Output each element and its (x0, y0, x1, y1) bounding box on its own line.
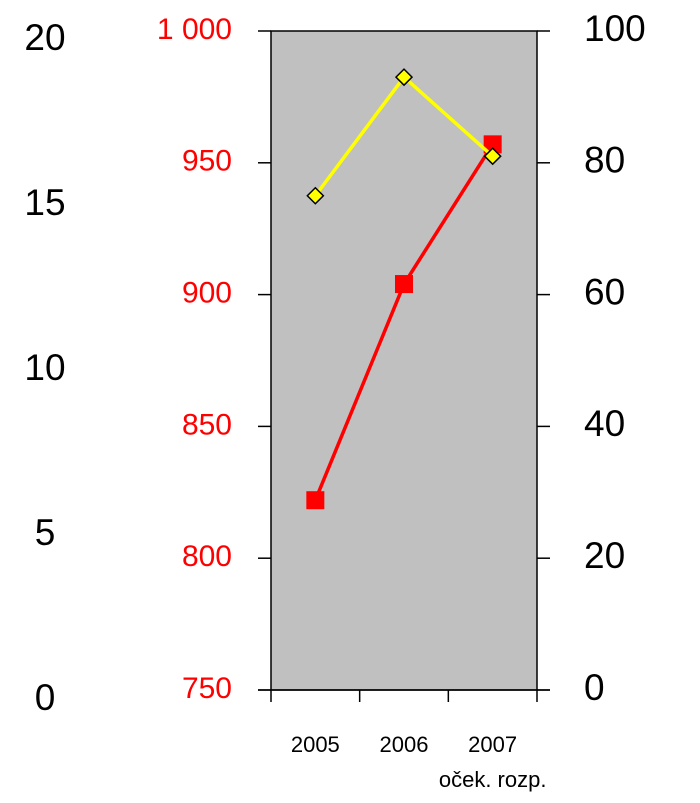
marker (394, 68, 414, 87)
y-tick-label: 800 (182, 540, 232, 573)
y3-tick-label: 20 (24, 17, 65, 58)
y3-tick-label: 10 (24, 347, 65, 388)
y2-tick-label: 60 (584, 271, 625, 312)
marker (306, 186, 325, 205)
marker (483, 147, 502, 166)
x-tick-label: 2007 oček. rozp. (438, 732, 547, 792)
y3-tick-label: 0 (35, 677, 56, 718)
y2-tick-label: 20 (584, 535, 625, 576)
y3-tick-label: 5 (35, 512, 56, 553)
y2-tick-label: 100 (584, 8, 646, 49)
x-tick-label: 2005 (290, 732, 340, 757)
marker (306, 491, 325, 510)
y2-tick-label: 40 (584, 403, 625, 444)
x-tick-label: 2006 (379, 732, 429, 757)
y2-tick-label: 80 (584, 140, 625, 181)
y-tick-label: 850 (182, 408, 232, 441)
y-tick-label: 1 000 (157, 13, 232, 46)
y-tick-label: 950 (182, 145, 232, 178)
y3-tick-label: 15 (24, 182, 65, 223)
marker (395, 275, 413, 294)
y-tick-label: 750 (182, 672, 232, 705)
y2-tick-label: 0 (584, 667, 605, 708)
marker (483, 135, 502, 154)
y-tick-label: 900 (182, 277, 232, 310)
plot-area (270, 30, 538, 691)
